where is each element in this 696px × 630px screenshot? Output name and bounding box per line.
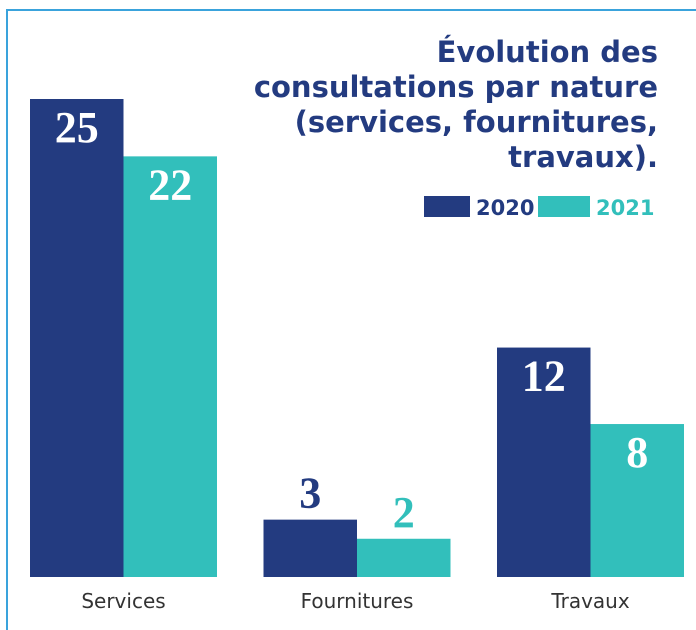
value-label: 25 (55, 103, 99, 152)
bar (497, 347, 591, 577)
legend-swatch (538, 196, 590, 217)
value-label: 22 (148, 160, 192, 209)
value-label: 8 (626, 428, 648, 477)
bar (263, 519, 357, 577)
chart-title: consultations par nature (254, 70, 658, 104)
value-label: 12 (522, 352, 566, 401)
legend-label: 2021 (596, 196, 654, 220)
value-label: 3 (299, 469, 321, 518)
bar (357, 538, 451, 577)
frame (6, 9, 696, 630)
chart-title: Évolution des (437, 35, 658, 69)
x-tick-label: Services (81, 589, 165, 613)
bar (590, 424, 684, 577)
value-label: 2 (393, 488, 415, 537)
legend-label: 2020 (476, 196, 534, 220)
x-tick-label: Travaux (550, 589, 630, 613)
bar (30, 99, 124, 577)
bar (123, 156, 217, 578)
chart-title: travaux). (508, 140, 658, 174)
chart-title: (services, fournitures, (295, 105, 658, 139)
legend-swatch (424, 196, 470, 217)
x-tick-label: Fournitures (301, 589, 414, 613)
